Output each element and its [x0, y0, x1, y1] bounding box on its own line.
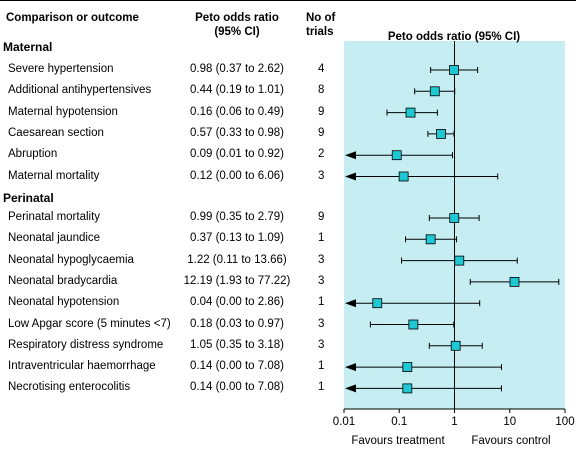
ci-arrow-left: [345, 151, 356, 160]
point-estimate-marker: [436, 128, 446, 139]
x-tick-label: 100: [555, 416, 574, 428]
point-estimate-marker: [391, 150, 402, 161]
odds-ratio-ci-text: 0.14 (0.00 to 7.08): [190, 381, 284, 394]
outcome-label: Intraventricular haemorrhage: [8, 360, 156, 373]
point-estimate-marker: [449, 65, 459, 75]
point-estimate-marker: [398, 171, 409, 182]
odds-ratio-ci-text: 0.98 (0.37 to 2.62): [190, 63, 284, 75]
odds-ratio-ci-text: 0.57 (0.33 to 0.98): [190, 126, 284, 139]
trials-count: 9: [318, 126, 325, 139]
point-estimate-marker: [454, 255, 465, 266]
odds-ratio-ci-text: 0.12 (0.00 to 6.06): [190, 169, 284, 182]
point-estimate-marker: [405, 107, 416, 118]
header-peto-line1: Peto odds ratio: [195, 12, 279, 24]
favours-control-label: Favours control: [471, 435, 550, 447]
trials-count: 3: [318, 169, 325, 182]
trials-count: 1: [318, 360, 325, 373]
odds-ratio-ci-text: 0.14 (0.00 to 7.08): [190, 360, 284, 373]
odds-ratio-ci-text: 0.99 (0.35 to 2.79): [190, 211, 284, 223]
outcome-label: Neonatal bradycardia: [8, 274, 118, 287]
trials-count: 1: [318, 296, 325, 309]
ci-arrow-left: [345, 363, 356, 372]
odds-ratio-ci-text: 12.19 (1.93 to 77.22): [183, 274, 291, 287]
trials-count: 2: [318, 148, 325, 161]
outcome-label: Severe hypertension: [8, 63, 114, 75]
point-estimate-marker: [402, 383, 413, 394]
trials-count: 3: [318, 274, 325, 287]
header-trials-line2: trials: [306, 26, 334, 38]
header-peto-line2: (95% CI): [214, 26, 260, 38]
odds-ratio-ci-text: 0.18 (0.03 to 0.97): [190, 317, 284, 330]
section-heading-maternal: Maternal: [3, 40, 53, 54]
outcome-label: Respiratory distress syndrome: [8, 338, 164, 351]
x-tick-label: 0.1: [391, 416, 407, 428]
odds-ratio-ci-text: 0.04 (0.00 to 2.86): [190, 296, 284, 309]
x-tick-label: 10: [503, 416, 516, 428]
outcome-label: Necrotising enterocolitis: [8, 381, 131, 394]
trials-count: 4: [318, 63, 325, 75]
plot-title: Peto odds ratio (95% CI): [388, 31, 520, 43]
ci-arrow-left: [345, 384, 356, 393]
header-outcome: Comparison or outcome: [6, 12, 139, 24]
header-trials-line1: No of: [306, 12, 336, 24]
point-estimate-marker: [425, 234, 436, 245]
section-heading-perinatal: Perinatal: [3, 191, 54, 205]
odds-ratio-ci-text: 1.22 (0.11 to 13.66): [187, 253, 287, 266]
outcome-label: Neonatal jaundice: [8, 232, 101, 245]
odds-ratio-ci-text: 0.16 (0.06 to 0.49): [190, 105, 284, 118]
trials-count: 9: [318, 211, 325, 223]
odds-ratio-ci-text: 0.37 (0.13 to 1.09): [190, 232, 284, 245]
trials-count: 1: [318, 232, 325, 245]
point-estimate-marker: [372, 298, 383, 309]
outcome-label: Neonatal hypoglycaemia: [8, 253, 134, 266]
favours-treatment-label: Favours treatment: [351, 435, 445, 447]
outcome-label: Low Apgar score (5 minutes <7): [8, 317, 171, 330]
outcome-label: Maternal hypotension: [8, 105, 118, 118]
x-tick-label: 0.01: [333, 416, 355, 428]
trials-count: 3: [318, 253, 325, 266]
trials-count: 3: [318, 317, 325, 330]
trials-count: 1: [318, 381, 325, 394]
point-estimate-marker: [450, 340, 461, 351]
outcome-label: Maternal mortality: [8, 169, 100, 182]
outcome-label: Perinatal mortality: [8, 211, 101, 223]
ci-arrow-left: [345, 299, 356, 308]
x-tick-label: 1: [451, 416, 457, 428]
outcome-label: Neonatal hypotension: [8, 296, 120, 309]
outcome-label: Additional antihypertensives: [8, 84, 152, 97]
point-estimate-marker: [429, 86, 440, 97]
top-rule: [0, 0, 576, 1]
odds-ratio-ci-text: 1.05 (0.35 to 3.18): [190, 338, 284, 351]
ci-arrow-left: [345, 172, 356, 181]
header-peto-odds-ratio: Peto odds ratio (95% CI): [172, 11, 302, 39]
point-estimate-marker: [408, 319, 419, 330]
point-estimate-marker: [509, 276, 520, 287]
point-estimate-marker: [449, 213, 460, 223]
point-estimate-marker: [402, 362, 413, 373]
odds-ratio-ci-text: 0.09 (0.01 to 0.92): [190, 148, 284, 161]
trials-count: 8: [318, 84, 325, 97]
odds-ratio-ci-text: 0.44 (0.19 to 1.01): [190, 84, 284, 97]
outcome-label: Abruption: [8, 148, 58, 161]
header-trials: No of trials: [306, 11, 335, 39]
outcome-label: Caesarean section: [8, 126, 104, 139]
trials-count: 3: [318, 338, 325, 351]
trials-count: 9: [318, 105, 325, 118]
